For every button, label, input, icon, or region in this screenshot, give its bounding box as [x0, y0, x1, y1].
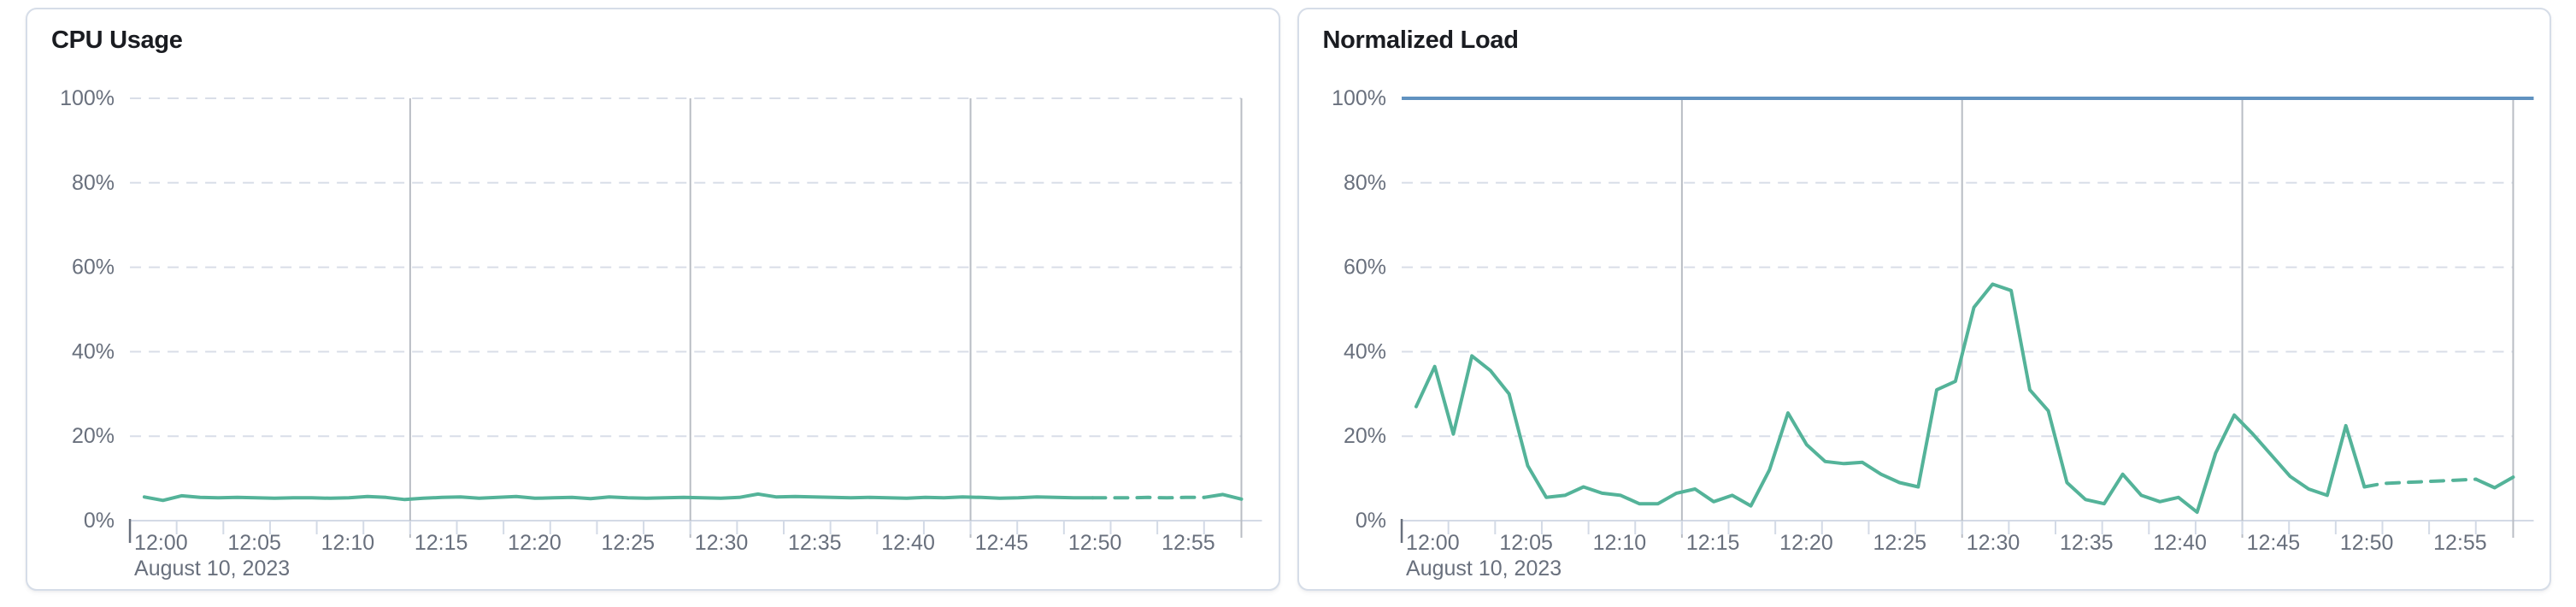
panel-title: CPU Usage — [51, 27, 183, 54]
series-line-dashed — [2361, 477, 2478, 489]
x-axis-tick-label: 12:10 — [321, 531, 375, 555]
x-axis-tick-label: 12:45 — [975, 531, 1029, 555]
series-line-solid — [1414, 282, 2366, 515]
y-axis-tick-label: 0% — [84, 509, 115, 533]
cpu-usage-chart[interactable]: 0% 20% 40% 60% 80% 100% 12:00 12:05 12:10 12:15 12… — [27, 9, 1279, 589]
x-axis-tick-label: 12:10 — [1592, 531, 1646, 555]
cpu-usage-panel: CPU Usage 0% 20% 40% 60% 80% 100% 12:00 12:05 12… — [26, 8, 1280, 591]
x-axis-tick-label: 12:50 — [2339, 531, 2393, 555]
x-axis-date-label: August 10, 2023 — [134, 557, 290, 580]
x-axis-tick-label: 12:25 — [1873, 531, 1926, 555]
panel-title: Normalized Load — [1322, 27, 1519, 54]
x-axis-tick-label: 12:15 — [1685, 531, 1739, 555]
y-axis-tick-label: 0% — [1355, 509, 1385, 533]
y-axis-tick-label: 20% — [72, 424, 115, 448]
x-axis-tick-label: 12:20 — [508, 531, 562, 555]
x-axis-tick-label: 12:00 — [1406, 531, 1460, 555]
x-axis-tick-label: 12:55 — [1162, 531, 1215, 555]
x-axis-tick-label: 12:40 — [2153, 531, 2207, 555]
series-line-tail — [2473, 475, 2514, 490]
x-axis-tick-label: 12:05 — [1499, 531, 1553, 555]
normalized-load-chart[interactable]: 0% 20% 40% 60% 80% 100% 12:00 12:05 12:10 12:15 12… — [1299, 9, 2550, 589]
x-axis-tick-label: 12:55 — [2433, 531, 2487, 555]
y-axis-tick-label: 60% — [72, 256, 115, 280]
x-axis-tick-label: 12:30 — [1966, 531, 2020, 555]
normalized-load-panel: Normalized Load 0% 20% 40% 60% 80% 100% 12:00 1… — [1297, 8, 2551, 591]
x-axis-tick-label: 12:50 — [1068, 531, 1122, 555]
x-axis-tick-label: 12:15 — [415, 531, 468, 555]
y-axis-tick-label: 40% — [1343, 339, 1385, 363]
y-axis-tick-label: 80% — [1343, 171, 1385, 195]
x-axis-tick-label: 12:35 — [788, 531, 842, 555]
x-axis-tick-label: 12:05 — [227, 531, 281, 555]
y-axis-tick-label: 80% — [72, 171, 115, 195]
y-axis-tick-label: 100% — [1332, 86, 1386, 110]
x-axis-tick-label: 12:45 — [2246, 531, 2300, 555]
x-axis-tick-label: 12:25 — [601, 531, 655, 555]
y-axis-tick-label: 40% — [72, 339, 115, 363]
series-line-solid — [142, 492, 1095, 503]
series-line-tail — [1202, 492, 1244, 501]
x-axis-tick-label: 12:20 — [1779, 531, 1833, 555]
x-axis-tick-label: 12:30 — [695, 531, 749, 555]
x-axis-tick-label: 12:00 — [134, 531, 188, 555]
x-axis-tick-label: 12:40 — [881, 531, 935, 555]
x-axis-tick-label: 12:35 — [2060, 531, 2114, 555]
y-axis-tick-label: 60% — [1343, 256, 1385, 280]
y-axis-tick-label: 100% — [60, 86, 115, 110]
x-axis-date-label: August 10, 2023 — [1406, 557, 1561, 580]
y-axis-tick-label: 20% — [1343, 424, 1385, 448]
